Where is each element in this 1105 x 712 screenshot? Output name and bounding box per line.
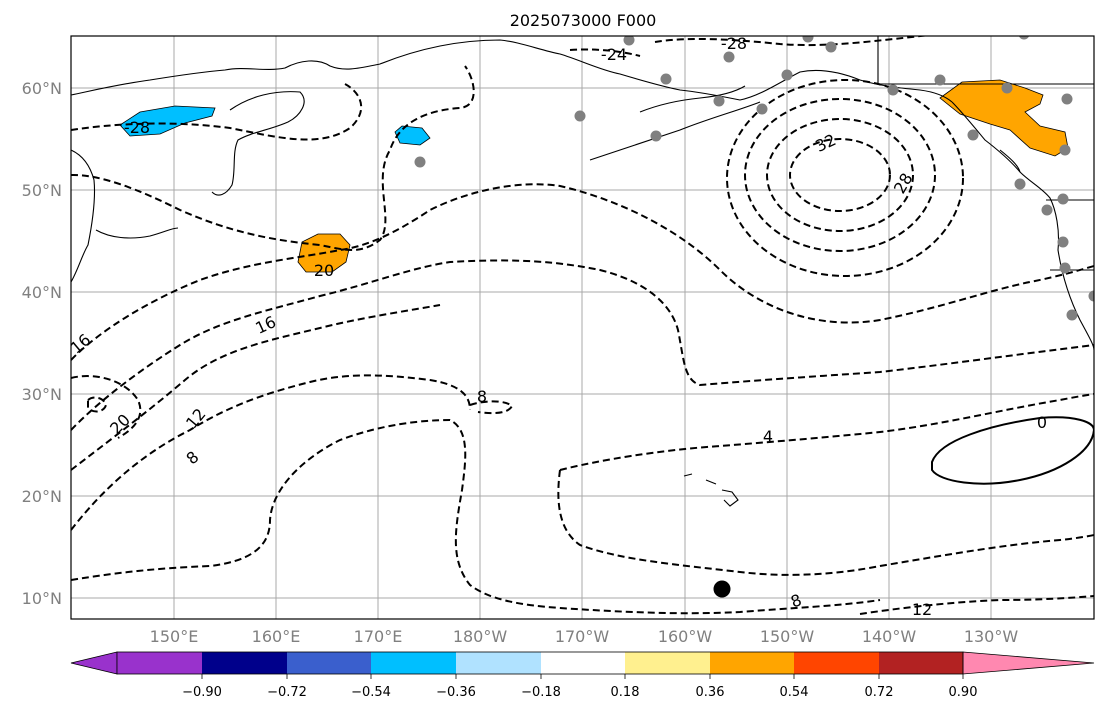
colorbar-segment [710, 652, 794, 674]
colorbar-segment [625, 652, 710, 674]
colorbar-tick-label: −0.54 [351, 685, 391, 700]
station-dot [1066, 309, 1078, 321]
station-dot [1059, 262, 1071, 274]
lat-label: 50°N [22, 181, 62, 200]
station-dot [1018, 36, 1030, 40]
colorbar-tick-label: 0.90 [949, 685, 978, 700]
colorbar-tick-label: −0.18 [521, 685, 561, 700]
colorbar-segment [117, 652, 202, 674]
lon-label: 150°E [150, 627, 199, 646]
lon-label: 170°W [555, 627, 610, 646]
colorbar-extend-max [962, 651, 1095, 675]
station-dot [650, 130, 662, 142]
contour-label: 4 [763, 427, 773, 446]
colorbar-tick-label: −0.36 [436, 685, 476, 700]
latitude-labels: 60°N 50°N 40°N 30°N 20°N 10°N [22, 79, 62, 608]
storm-center-marker [713, 580, 731, 598]
lon-label: 180°W [453, 627, 508, 646]
lat-label: 30°N [22, 385, 62, 404]
observation-stations [414, 36, 1094, 321]
contour-label: 0 [1037, 413, 1047, 432]
station-dot [414, 156, 426, 168]
lat-label: 40°N [22, 283, 62, 302]
contour-lines [71, 36, 1094, 615]
colorbar-tick-label: −0.72 [267, 685, 307, 700]
negative-anomaly-patch [119, 105, 216, 137]
lon-label: 160°W [658, 627, 713, 646]
lon-label: 170°E [354, 627, 403, 646]
colorbar-tick-label: −0.90 [182, 685, 222, 700]
lat-label: 60°N [22, 79, 62, 98]
station-dot [1057, 193, 1069, 205]
station-dot [1041, 204, 1053, 216]
colorbar-segment [202, 652, 287, 674]
colorbar-tick-label: 0.36 [696, 685, 725, 700]
lon-label: 160°E [252, 627, 301, 646]
station-dot [781, 69, 793, 81]
station-dot [934, 74, 946, 86]
station-dot [1014, 178, 1026, 190]
colorbar-tick-label: 0.54 [780, 685, 809, 700]
contour-label: -28 [721, 34, 747, 53]
colorbar-segment [456, 652, 541, 674]
station-dot [825, 41, 837, 53]
station-dot [887, 84, 899, 96]
map-frame [70, 35, 1095, 620]
station-dot [1057, 236, 1069, 248]
colorbar-tick-label: 0.18 [611, 685, 640, 700]
station-dot [1001, 82, 1013, 94]
longitude-labels: 150°E 160°E 170°E 180°W 170°W 160°W 150°… [150, 627, 1019, 646]
station-dot [1059, 144, 1071, 156]
contour-labels: -24 -28 -28 32 28 20 16 16 20 12 8 8 4 0… [71, 34, 1047, 619]
contour-label: -28 [124, 118, 150, 137]
station-dot [1088, 290, 1094, 302]
negative-anomaly-patch [394, 125, 431, 146]
lat-label: 20°N [22, 487, 62, 506]
station-dot [660, 73, 672, 85]
colorbar: −0.90 −0.72 −0.54 −0.36 −0.18 0.18 0.36 … [70, 651, 1095, 700]
contour-label: -24 [601, 45, 627, 64]
contour-label: 8 [477, 387, 487, 406]
station-dot [756, 103, 768, 115]
lat-label: 10°N [22, 589, 62, 608]
station-dot [967, 129, 979, 141]
lon-label: 130°W [964, 627, 1019, 646]
station-dot [623, 36, 635, 46]
lon-label: 140°W [862, 627, 917, 646]
colorbar-segment [794, 652, 879, 674]
station-dot [713, 95, 725, 107]
figure-title: 2025073000 F000 [510, 11, 657, 30]
station-dot [574, 110, 586, 122]
station-dot [802, 36, 814, 43]
contour-label: 12 [912, 600, 932, 619]
colorbar-segment [287, 652, 371, 674]
station-dot [723, 51, 735, 63]
colorbar-segment [541, 652, 625, 674]
lon-label: 150°W [760, 627, 815, 646]
station-dot [1061, 93, 1073, 105]
colorbar-segment [371, 652, 456, 674]
colorbar-tick-label: 0.72 [865, 685, 894, 700]
contour-label: 20 [314, 261, 334, 280]
colorbar-extend-min [70, 651, 118, 675]
colorbar-segment [879, 652, 963, 674]
